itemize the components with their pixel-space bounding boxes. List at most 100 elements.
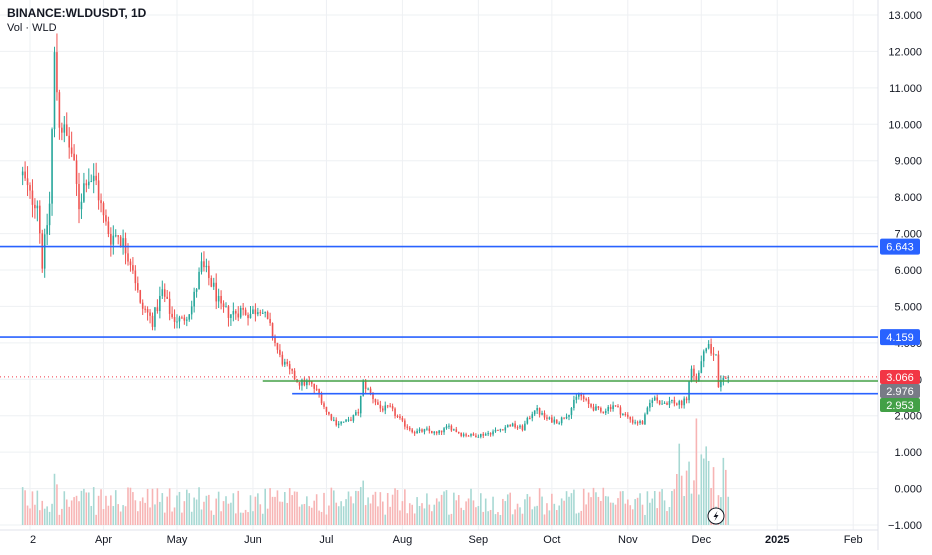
volume-bar bbox=[484, 498, 487, 525]
volume-bar bbox=[301, 504, 303, 525]
candle-body bbox=[333, 419, 335, 421]
candle-body bbox=[347, 419, 350, 421]
y-tick-label: 1.000 bbox=[894, 447, 922, 459]
volume-bar bbox=[555, 510, 558, 525]
volume-bar bbox=[688, 461, 690, 525]
volume-bar bbox=[274, 496, 276, 525]
volume-bar bbox=[394, 488, 396, 525]
volume-bar bbox=[462, 510, 465, 525]
candle-body bbox=[406, 426, 409, 428]
volume-bar bbox=[558, 505, 560, 525]
symbol-title: BINANCE:WLDUSDT, 1D bbox=[7, 6, 147, 20]
volume-bar bbox=[114, 490, 117, 525]
y-tick-label: 0.000 bbox=[894, 484, 922, 496]
volume-bar bbox=[247, 512, 249, 525]
candle-body bbox=[651, 400, 654, 403]
volume-bar bbox=[516, 503, 519, 525]
volume-bar bbox=[480, 493, 482, 525]
volume-bar bbox=[61, 508, 63, 525]
volume-bar bbox=[560, 498, 563, 525]
volume-bar bbox=[269, 488, 271, 525]
volume-bar bbox=[543, 514, 546, 525]
volume-bar bbox=[281, 501, 284, 525]
candle-body bbox=[83, 183, 85, 202]
x-tick-label: Oct bbox=[543, 534, 560, 546]
volume-bar bbox=[634, 499, 636, 525]
candle-body bbox=[431, 431, 433, 434]
candle-body bbox=[43, 234, 46, 269]
volume-bar bbox=[252, 511, 254, 525]
volume-bar bbox=[31, 491, 34, 525]
candle-body bbox=[663, 402, 666, 404]
volume-bar bbox=[220, 511, 222, 525]
volume-bar bbox=[533, 506, 536, 525]
candle-body bbox=[144, 308, 146, 310]
volume-bar bbox=[347, 491, 350, 525]
candle-body bbox=[205, 265, 208, 268]
candle-body bbox=[139, 290, 142, 303]
candle-body bbox=[555, 419, 558, 424]
candle-body bbox=[546, 417, 548, 419]
y-tick-label: 13.000 bbox=[888, 10, 922, 22]
candle-body bbox=[159, 295, 161, 312]
volume-bar bbox=[612, 502, 614, 525]
volume-bar bbox=[63, 491, 66, 525]
candle-body bbox=[355, 412, 357, 416]
volume-bar bbox=[97, 495, 100, 525]
volume-bar bbox=[646, 491, 649, 525]
volume-bar bbox=[205, 495, 208, 525]
candle-body bbox=[470, 433, 472, 436]
volume-bar bbox=[286, 502, 289, 525]
volume-bar bbox=[39, 510, 41, 525]
candle-body bbox=[325, 406, 328, 412]
volume-bar bbox=[83, 488, 85, 525]
candle-body bbox=[222, 303, 225, 307]
candle-body bbox=[149, 312, 151, 316]
volume-bar bbox=[132, 492, 134, 525]
volume-bar bbox=[200, 509, 203, 525]
volume-bar bbox=[607, 496, 609, 525]
volume-bar bbox=[727, 496, 730, 525]
candle-body bbox=[58, 92, 61, 128]
candle-body bbox=[707, 344, 710, 349]
candle-body bbox=[276, 342, 279, 350]
volume-bar bbox=[673, 489, 676, 525]
volume-bar bbox=[404, 489, 406, 525]
volume-bar bbox=[364, 505, 367, 525]
candle-body bbox=[56, 52, 58, 93]
candle-body bbox=[541, 413, 543, 415]
candle-body bbox=[666, 402, 668, 405]
candle-body bbox=[186, 319, 188, 321]
volume-bar bbox=[457, 495, 460, 525]
volume-bar bbox=[663, 500, 666, 525]
candle-body bbox=[124, 238, 127, 254]
candle-body bbox=[95, 175, 97, 181]
candle-body bbox=[585, 398, 587, 400]
volume-bar bbox=[644, 514, 646, 525]
candle-body bbox=[460, 432, 462, 436]
volume-bar bbox=[526, 494, 529, 525]
candle-body bbox=[506, 425, 509, 428]
level-tag-label: 4.159 bbox=[886, 332, 914, 344]
volume-bar bbox=[298, 506, 301, 525]
volume-bar bbox=[24, 490, 26, 525]
candle-body bbox=[573, 399, 575, 409]
volume-bar bbox=[649, 502, 651, 525]
volume-bar bbox=[320, 511, 323, 525]
candle-body bbox=[161, 289, 164, 296]
volume-bar bbox=[144, 502, 146, 525]
candle-body bbox=[457, 432, 460, 434]
volume-bar bbox=[261, 513, 264, 525]
volume-bar bbox=[680, 475, 683, 525]
volume-bar bbox=[350, 496, 352, 525]
y-tick-label: −1.000 bbox=[888, 520, 922, 532]
candle-body bbox=[230, 314, 232, 318]
volume-bar bbox=[203, 501, 205, 525]
candle-body bbox=[252, 309, 254, 314]
volume-bar bbox=[303, 503, 306, 525]
volume-bar bbox=[377, 506, 379, 525]
candle-body bbox=[702, 351, 705, 362]
candle-body bbox=[685, 398, 688, 401]
candle-body bbox=[597, 406, 600, 408]
